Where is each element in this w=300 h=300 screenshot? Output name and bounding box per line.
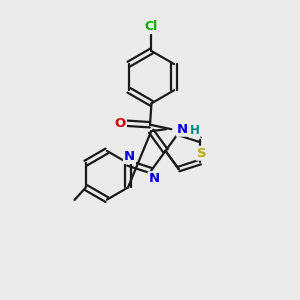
- Text: S: S: [197, 147, 206, 160]
- Text: N: N: [177, 123, 188, 136]
- Text: N: N: [148, 172, 160, 185]
- Text: N: N: [124, 150, 135, 163]
- Text: Cl: Cl: [145, 20, 158, 33]
- Text: H: H: [190, 124, 200, 137]
- Text: O: O: [115, 117, 126, 130]
